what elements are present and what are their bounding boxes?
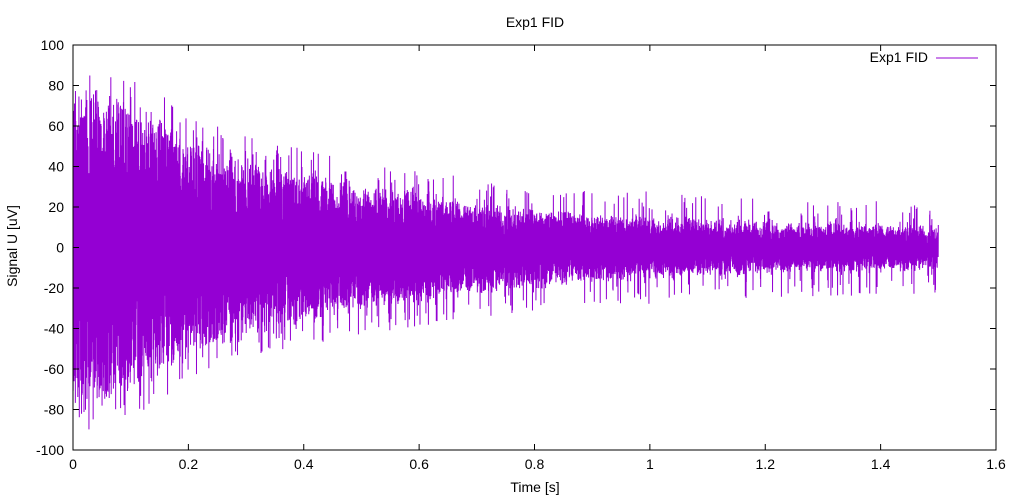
x-tick-label: 1 bbox=[646, 456, 654, 472]
y-tick-label: -40 bbox=[44, 321, 64, 337]
signal-trace bbox=[72, 75, 939, 430]
x-tick-label: 1.4 bbox=[871, 456, 891, 472]
legend-label: Exp1 FID bbox=[870, 49, 928, 65]
y-tick-label: 60 bbox=[48, 118, 64, 134]
legend: Exp1 FID bbox=[870, 49, 978, 65]
x-tick-label: 0.4 bbox=[294, 456, 314, 472]
series-exp1-fid bbox=[72, 75, 939, 430]
y-axis-label: Signal U [uV] bbox=[4, 205, 20, 287]
y-tick-label: 80 bbox=[48, 78, 64, 94]
chart-title: Exp1 FID bbox=[506, 14, 564, 30]
x-tick-label: 0.2 bbox=[179, 456, 199, 472]
x-tick-label: 1.2 bbox=[756, 456, 776, 472]
y-tick-label: 40 bbox=[48, 159, 64, 175]
x-tick-label: 0.6 bbox=[409, 456, 429, 472]
y-tick-label: 0 bbox=[56, 240, 64, 256]
axis-ticks: 0 0.2 0.4 0.6 0.8 1 1.2 1.4 1.6 -100 -80 -60 -40 -20 0… bbox=[36, 37, 1006, 472]
y-tick-label: -60 bbox=[44, 361, 64, 377]
y-tick-label: -100 bbox=[36, 442, 64, 458]
x-tick-label: 0 bbox=[69, 456, 77, 472]
y-tick-label: -20 bbox=[44, 280, 64, 296]
x-tick-label: 1.6 bbox=[986, 456, 1006, 472]
y-tick-label: 100 bbox=[41, 37, 65, 53]
x-axis-label: Time [s] bbox=[510, 479, 559, 495]
x-tick-label: 0.8 bbox=[525, 456, 545, 472]
y-tick-label: -80 bbox=[44, 402, 64, 418]
y-tick-label: 20 bbox=[48, 199, 64, 215]
